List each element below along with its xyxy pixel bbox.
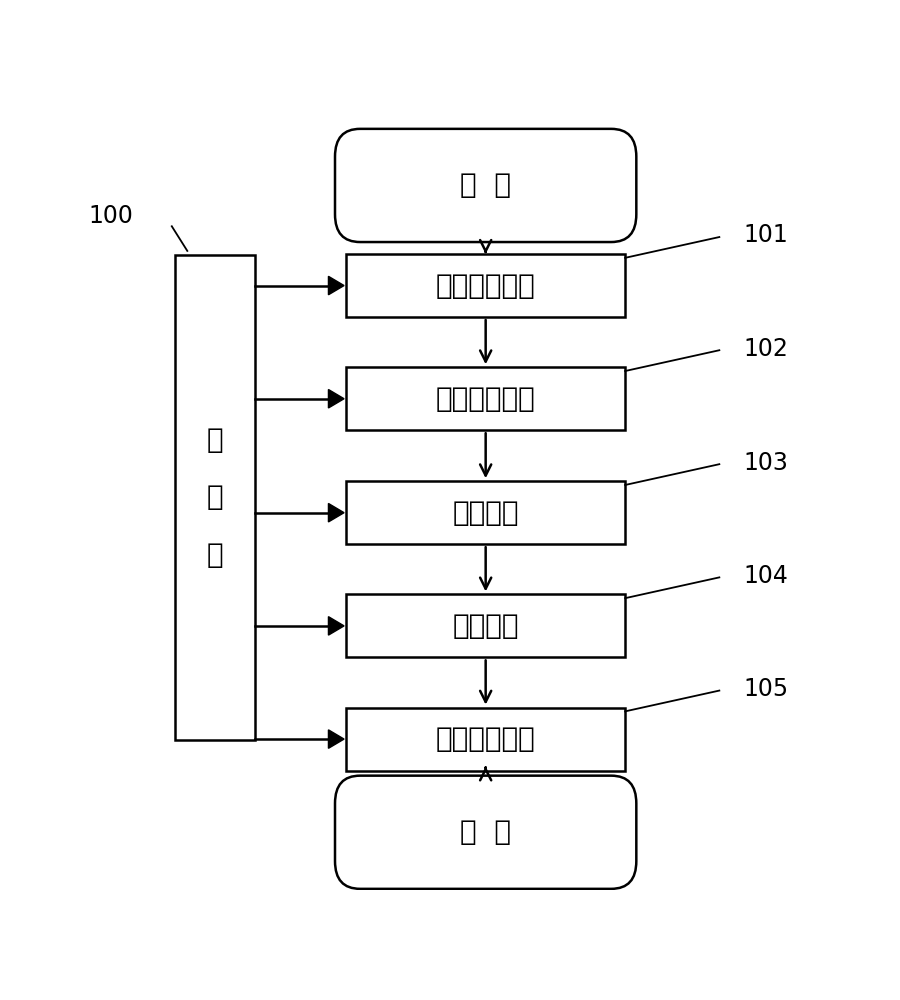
Text: 101: 101 bbox=[743, 223, 788, 247]
Polygon shape bbox=[328, 276, 344, 295]
Text: 数: 数 bbox=[207, 426, 224, 454]
Bar bbox=[346, 594, 626, 657]
Text: 104: 104 bbox=[743, 564, 788, 588]
Text: 结  束: 结 束 bbox=[460, 818, 511, 846]
Text: 导出接口模块: 导出接口模块 bbox=[436, 725, 536, 753]
Bar bbox=[346, 367, 626, 430]
Polygon shape bbox=[328, 617, 344, 635]
Text: 库: 库 bbox=[207, 541, 224, 569]
Text: 105: 105 bbox=[743, 677, 789, 701]
Bar bbox=[346, 254, 626, 317]
Polygon shape bbox=[328, 503, 344, 522]
Text: 导入接口模块: 导入接口模块 bbox=[436, 385, 536, 413]
Text: 100: 100 bbox=[88, 204, 133, 228]
Text: 开  始: 开 始 bbox=[460, 171, 511, 199]
Polygon shape bbox=[328, 389, 344, 408]
FancyBboxPatch shape bbox=[335, 776, 636, 889]
Polygon shape bbox=[328, 730, 344, 748]
Bar bbox=[346, 708, 626, 771]
Text: 102: 102 bbox=[743, 337, 788, 361]
Text: 计算模块: 计算模块 bbox=[453, 499, 519, 527]
Text: 转换模块: 转换模块 bbox=[453, 612, 519, 640]
Text: 据: 据 bbox=[207, 483, 224, 511]
Text: 103: 103 bbox=[743, 451, 788, 475]
Text: 信息配置模块: 信息配置模块 bbox=[436, 272, 536, 300]
Bar bbox=[346, 481, 626, 544]
FancyBboxPatch shape bbox=[335, 129, 636, 242]
Bar bbox=[176, 255, 256, 740]
